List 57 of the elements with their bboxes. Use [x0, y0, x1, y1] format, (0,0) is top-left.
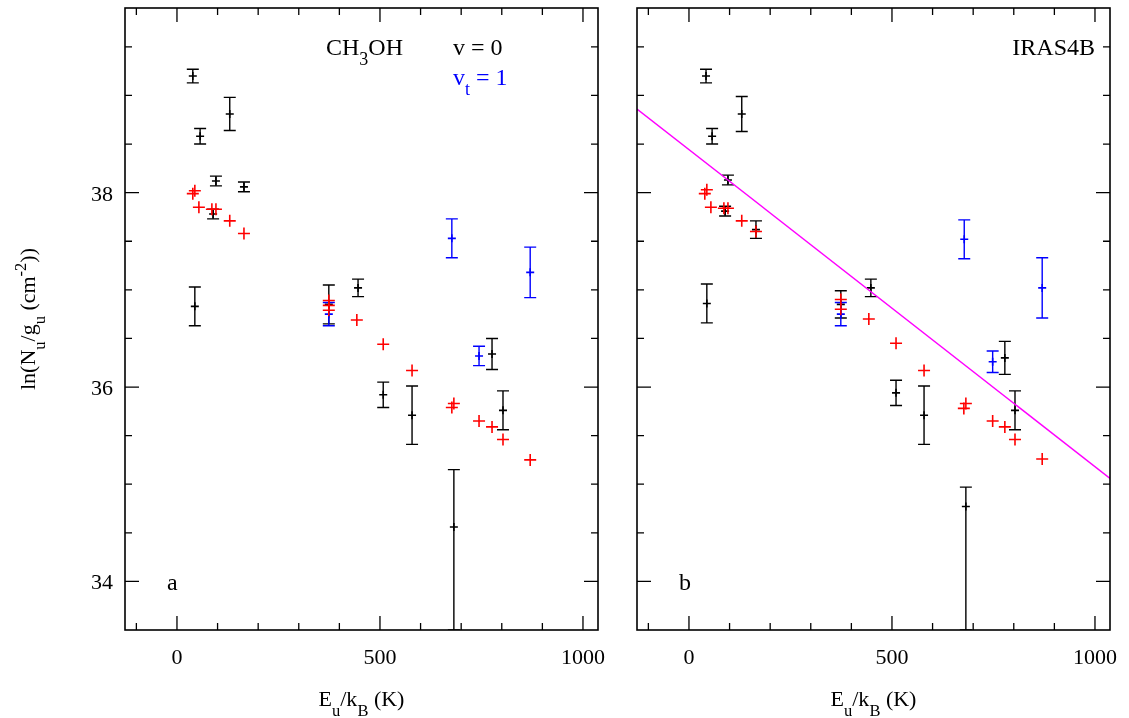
- point: [734, 214, 749, 228]
- point: [1008, 432, 1022, 447]
- point: [376, 337, 391, 352]
- point: [445, 400, 459, 415]
- point: [834, 302, 848, 317]
- x-tick-label: 500: [875, 644, 909, 669]
- y-tick-label: 38: [91, 180, 113, 206]
- point: [485, 420, 499, 434]
- point: [322, 303, 336, 318]
- x-tick-label: 1000: [1072, 644, 1117, 669]
- point: [1037, 283, 1047, 293]
- point: [700, 182, 714, 197]
- point: [447, 396, 461, 411]
- y-tick-label: 36: [91, 375, 113, 401]
- x-axis-title: E$_{u}$/k$_{B}$ (K): [318, 686, 405, 718]
- point: [704, 200, 718, 215]
- point: [698, 186, 712, 201]
- point: [959, 396, 973, 411]
- point: [1035, 452, 1049, 466]
- point: [496, 432, 510, 447]
- point: [449, 522, 459, 532]
- point: [957, 401, 971, 416]
- point: [407, 410, 417, 421]
- annotation: b: [679, 569, 691, 595]
- point: [350, 313, 364, 327]
- point: [192, 200, 206, 215]
- annotation: IRAS4B: [1012, 34, 1095, 60]
- point: [985, 414, 1000, 428]
- point: [749, 224, 763, 239]
- point: [889, 336, 903, 351]
- point: [523, 453, 537, 467]
- point: [998, 420, 1012, 434]
- point: [378, 390, 389, 400]
- point: [472, 414, 486, 428]
- point: [736, 109, 747, 119]
- point: [917, 363, 931, 378]
- x-tick-label: 500: [363, 644, 397, 669]
- x-tick-label: 0: [683, 644, 695, 669]
- point: [1000, 353, 1010, 363]
- text: v$_{t}$ = 1: [453, 64, 508, 99]
- x-tick-label: 0: [171, 644, 183, 669]
- point: [891, 388, 901, 398]
- x-axis-title: E$_{u}$/k$_{B}$ (K): [830, 686, 917, 718]
- point: [919, 410, 929, 421]
- y-tick-label: 34: [91, 569, 113, 595]
- x-tick-label: 1000: [560, 644, 605, 669]
- point: [721, 201, 735, 216]
- point: [862, 312, 876, 326]
- point: [405, 363, 419, 378]
- point: [209, 202, 223, 216]
- point: [222, 214, 237, 228]
- annotation: a: [167, 569, 178, 595]
- legend-label: v = 0: [453, 34, 503, 60]
- point: [487, 349, 497, 359]
- point: [237, 226, 251, 241]
- point: [224, 109, 235, 119]
- annotation: CH$_{3}$OH: [325, 34, 403, 69]
